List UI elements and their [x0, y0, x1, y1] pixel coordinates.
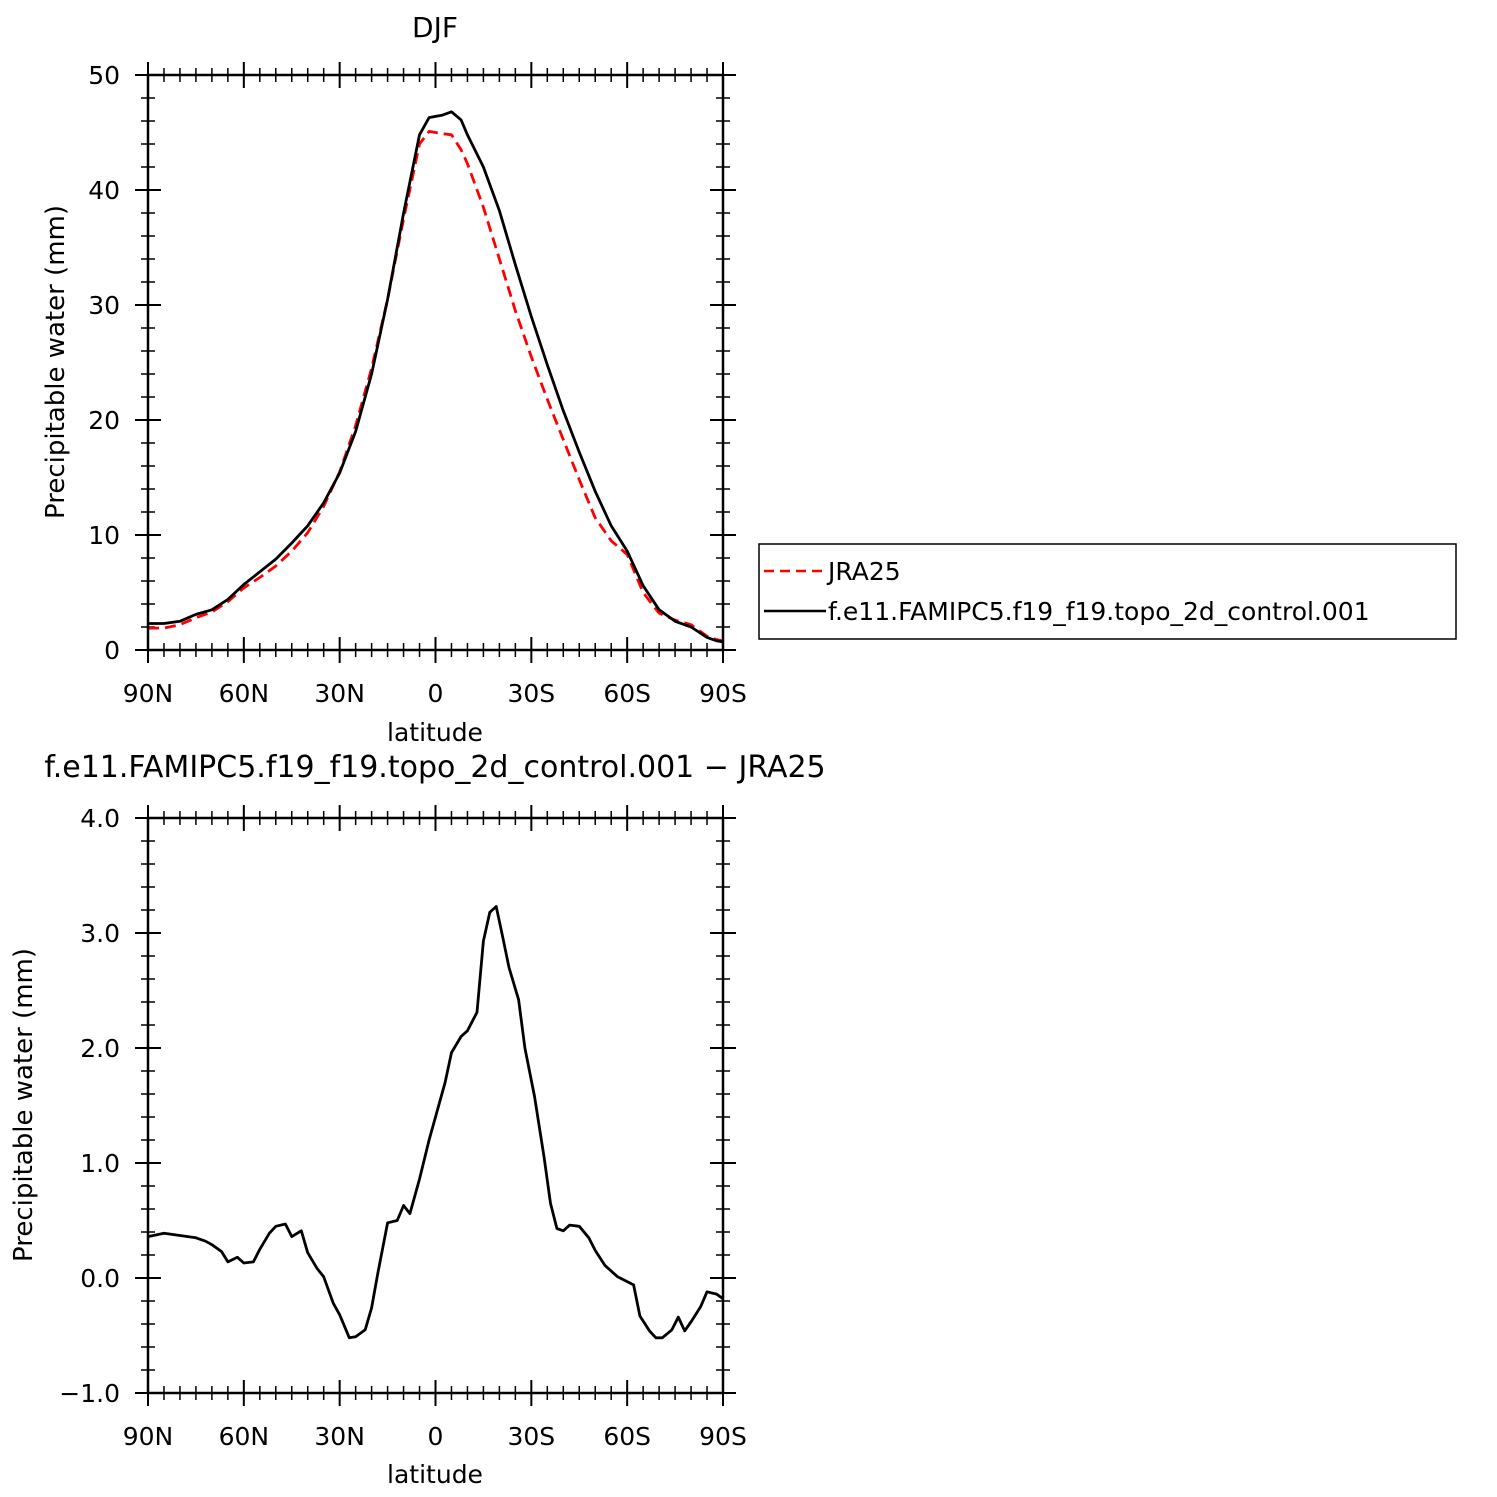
- y-tick-label: 3.0: [80, 919, 120, 948]
- x-tick-label: 60N: [219, 679, 270, 708]
- x-tick-label: 60S: [603, 679, 651, 708]
- y-tick-label: 0: [104, 636, 120, 665]
- plot-frame: [146, 816, 725, 1395]
- series-line-0: [148, 129, 724, 643]
- y-tick-label: 10: [88, 521, 120, 550]
- x-tick-label: 0: [428, 679, 444, 708]
- y-tick-label: 20: [88, 406, 120, 435]
- y-tick-label: −1.0: [59, 1379, 120, 1408]
- x-tick-label: 30S: [507, 679, 555, 708]
- axis-ticks: 90N 60N 30N 0 30S 60S 90S −1.0 0.0 1.0 2.0 3.0 4.0: [59, 804, 747, 1451]
- y-axis-label: Precipitable water (mm): [41, 205, 71, 519]
- x-tick-label: 90N: [123, 679, 174, 708]
- series-lines: [148, 110, 724, 644]
- x-tick-label: 90S: [699, 1422, 747, 1451]
- y-tick-label: 30: [88, 291, 120, 320]
- x-tick-label: 30N: [314, 679, 365, 708]
- x-tick-label: 30S: [507, 1422, 555, 1451]
- y-axis-label: Precipitable water (mm): [9, 948, 39, 1262]
- series-line-1: [148, 110, 724, 644]
- top-chart: DJF Precipitable water (mm) latitude 90N…: [41, 11, 747, 747]
- y-tick-label: 40: [88, 176, 120, 205]
- bottom-chart: f.e11.FAMIPC5.f19_f19.topo_2d_control.00…: [9, 750, 826, 1489]
- x-tick-label: 90N: [123, 1422, 174, 1451]
- legend-label-jra25: JRA25: [826, 557, 901, 586]
- y-tick-label: 1.0: [80, 1149, 120, 1178]
- x-tick-label: 60S: [603, 1422, 651, 1451]
- y-tick-label: 0.0: [80, 1264, 120, 1293]
- y-tick-label: 4.0: [80, 804, 120, 833]
- x-tick-label: 90S: [699, 679, 747, 708]
- legend-label-model: f.e11.FAMIPC5.f19_f19.topo_2d_control.00…: [828, 597, 1370, 626]
- y-tick-label: 50: [88, 61, 120, 90]
- x-tick-label: 30N: [314, 1422, 365, 1451]
- x-tick-label: 60N: [219, 1422, 270, 1451]
- x-axis-label: latitude: [387, 1460, 483, 1489]
- legend-box: [758, 543, 1457, 640]
- series-line-0: [147, 905, 724, 1340]
- x-axis-label: latitude: [387, 718, 483, 747]
- chart-title: f.e11.FAMIPC5.f19_f19.topo_2d_control.00…: [44, 750, 825, 785]
- plot-frame: [146, 73, 725, 652]
- legend: JRA25 f.e11.FAMIPC5.f19_f19.topo_2d_cont…: [758, 543, 1457, 640]
- chart-title: DJF: [412, 11, 458, 44]
- y-tick-label: 2.0: [80, 1034, 120, 1063]
- series-lines: [147, 905, 724, 1340]
- x-tick-label: 0: [428, 1422, 444, 1451]
